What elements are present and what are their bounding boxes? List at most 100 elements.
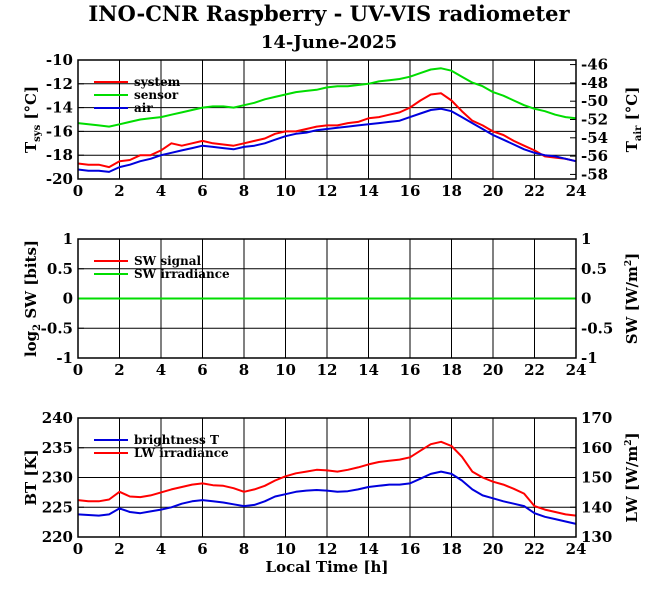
x-tick-label: 24 [566,540,587,558]
y-tick-label: -14 [46,99,73,117]
y2-tick-label: -58 [581,165,608,183]
x-tick-label: 6 [197,540,207,558]
x-tick-label: 20 [483,182,504,200]
x-tick-label: 4 [156,540,166,558]
y2-tick-label: 140 [581,498,612,516]
x-tick-label: 14 [358,182,379,200]
y2-tick-label: -48 [581,74,608,92]
x-tick-label: 16 [400,182,421,200]
series-line-system [77,92,577,169]
legend-label-brightness-t: brightness T [134,433,219,447]
x-tick-label: 18 [441,361,462,379]
y-tick-label: 0.5 [47,260,73,278]
x-tick-label: 6 [197,182,207,200]
plot-frame [77,417,577,538]
y-tick-label: -20 [46,170,73,188]
x-tick-label: 18 [441,540,462,558]
x-tick-label: 20 [483,361,504,379]
y-tick-label: 0 [63,290,73,308]
y2-tick-label: -50 [581,92,608,110]
y2-tick-label: 0.5 [581,260,607,278]
panel-3: 0 2 4 6 8 10 12 14 16 18 20 22 242402352302252201701… [22,409,641,576]
panels: 0 2 4 6 8 10 12 14 16 18 20 22 24-10-12-14-16-18-20-… [22,51,644,576]
x-tick-label: 24 [566,361,587,379]
y-tick-label: 230 [42,469,73,487]
y2-axis-label: LW [W/m2] [623,432,641,522]
y-tick-label: 235 [42,439,73,457]
x-tick-label: 10 [275,361,296,379]
panel-1: 0 2 4 6 8 10 12 14 16 18 20 22 24-10-12-14-16-18-20-… [22,51,644,200]
y-tick-label: 240 [42,409,73,427]
figure-date: 14-June-2025 [261,32,397,53]
x-tick-label: 12 [317,540,338,558]
x-tick-label: 2 [114,182,124,200]
y-tick-label: -0.5 [41,319,73,337]
y-tick-label: -10 [46,51,73,69]
y-axis-label: BT [K] [22,449,40,505]
x-tick-label: 8 [239,361,249,379]
x-tick-label: 16 [400,361,421,379]
y2-tick-label: -0.5 [581,319,613,337]
panel-2: 0 2 4 6 8 10 12 14 16 18 20 22 2410.50-0.5-110.50-0.… [22,230,641,379]
y2-axis-label: SW [W/m2] [623,253,641,345]
x-tick-label: 14 [358,361,379,379]
x-tick-label: 6 [197,361,207,379]
legend-label-sw-irradiance: SW irradiance [134,267,230,281]
y-tick-label: 1 [63,230,73,248]
legend-label-system: system [134,75,181,89]
plot-frame [77,238,577,359]
y-tick-label: -16 [46,122,73,140]
y2-tick-label: -46 [581,56,608,74]
y2-tick-label: 1 [581,230,591,248]
y2-tick-label: 170 [581,409,612,427]
x-tick-label: 0 [73,182,83,200]
x-tick-label: 2 [114,361,124,379]
y-tick-label: -18 [46,146,73,164]
x-tick-label: 22 [524,540,545,558]
x-tick-label: 22 [524,182,545,200]
x-tick-label: 10 [275,540,296,558]
series-line-lw-irradiance [77,440,577,517]
y-tick-label: 225 [42,498,73,516]
plot-frame [77,59,577,180]
legend-label-lw-irradiance: LW irradiance [134,446,229,460]
x-tick-label: 12 [317,361,338,379]
y2-tick-label: -52 [581,111,608,129]
x-tick-label: 4 [156,361,166,379]
x-tick-label: 16 [400,540,421,558]
x-axis-label: Local Time [h] [266,558,389,576]
x-tick-label: 2 [114,540,124,558]
x-tick-label: 0 [73,361,83,379]
y2-tick-label: 160 [581,439,612,457]
x-tick-label: 24 [566,182,587,200]
y2-tick-label: -54 [581,129,608,147]
legend-label-sensor: sensor [134,88,179,102]
x-tick-label: 8 [239,182,249,200]
x-tick-label: 22 [524,361,545,379]
y2-tick-label: -56 [581,147,608,165]
y2-axis-label: Tair [°C] [623,87,644,153]
series-line-air [77,107,577,173]
y-tick-label: -12 [46,75,73,93]
x-tick-label: 20 [483,540,504,558]
legend-label-sw-signal: SW signal [134,254,202,268]
series-line-sensor [77,67,577,128]
y-tick-label: -1 [56,349,73,367]
x-tick-label: 10 [275,182,296,200]
x-tick-label: 4 [156,182,166,200]
x-tick-label: 0 [73,540,83,558]
x-tick-label: 12 [317,182,338,200]
x-tick-label: 18 [441,182,462,200]
y2-tick-label: 150 [581,469,612,487]
y-axis-label: log2 SW [bits] [22,240,43,357]
series-line-brightness-t [77,470,577,525]
y2-tick-label: 0 [581,290,591,308]
y2-tick-label: -1 [581,349,598,367]
legend-label-air: air [134,101,153,115]
x-tick-label: 14 [358,540,379,558]
y2-tick-label: 130 [581,528,612,546]
figure-title: INO-CNR Raspberry - UV-VIS radiometer [88,1,570,26]
y-axis-label: Tsys [°C] [22,86,43,153]
y-tick-label: 220 [42,528,73,546]
